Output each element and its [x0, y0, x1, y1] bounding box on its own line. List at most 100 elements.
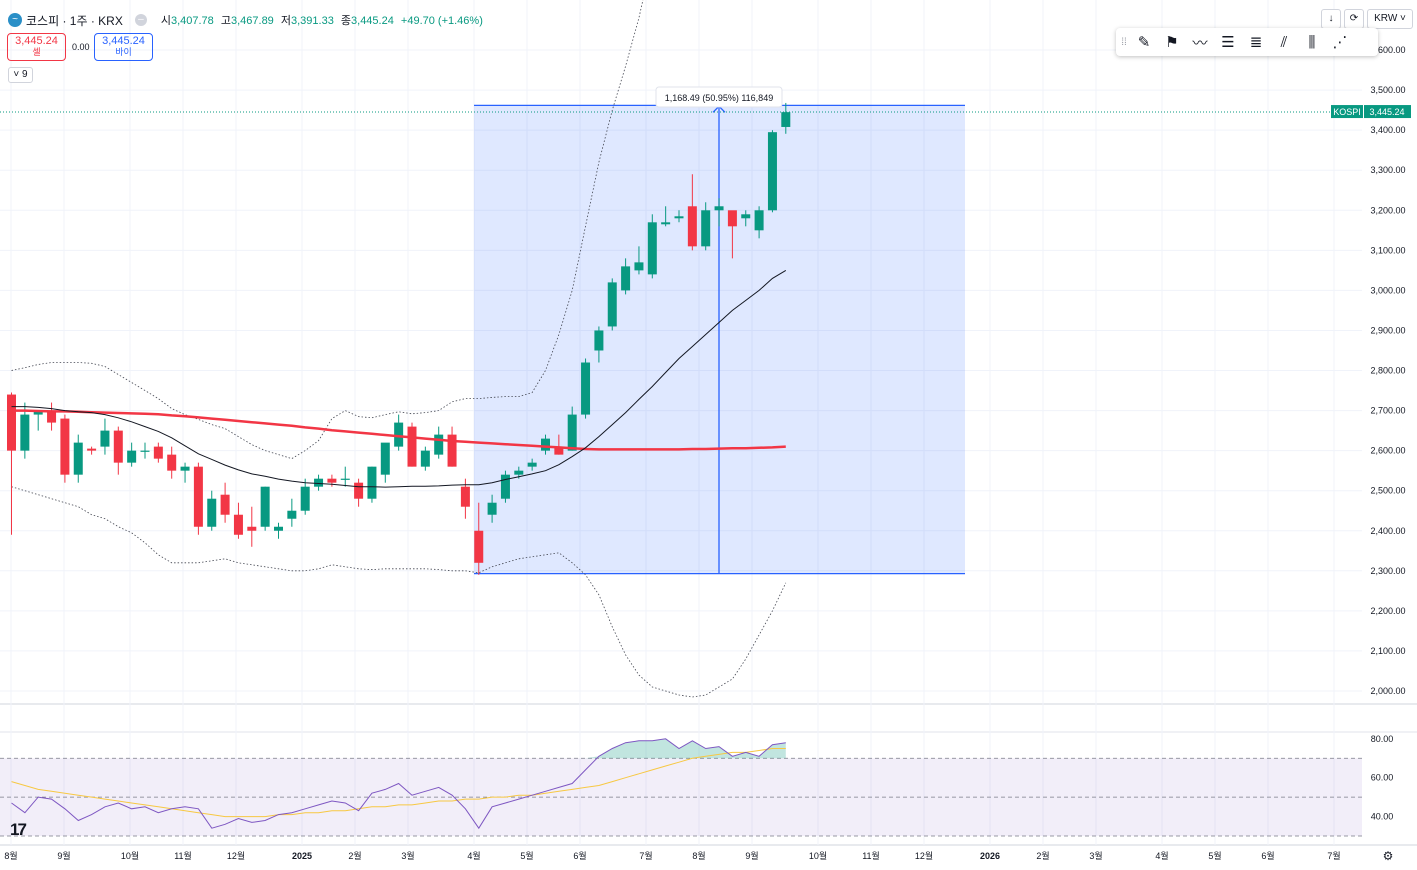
- candle: [367, 466, 377, 503]
- candle-body: [260, 486, 270, 527]
- x-tick-label: 3월: [1089, 850, 1102, 861]
- sell-button[interactable]: 3,445.24 셀: [7, 33, 66, 61]
- minimize-icon[interactable]: –: [134, 14, 147, 26]
- brush-icon[interactable]: ✎: [1137, 34, 1151, 51]
- symbol-title[interactable]: 코스피 · 1주 · KRX: [26, 13, 123, 28]
- indicators-toggle-button[interactable]: ˅ 9: [8, 67, 33, 83]
- candle: [247, 506, 257, 547]
- y-tick-label: 2,600.00: [1370, 446, 1405, 456]
- symbol-header: ~ 코스피 · 1주 · KRX – 시3,407.78 고3,467.89 저…: [8, 11, 487, 29]
- candle-body: [340, 478, 350, 480]
- settings-gear-icon[interactable]: ⚙: [1383, 849, 1394, 863]
- drawing-toolbar: ⁞⁞ ✎ ⚑ 〰 ☰ ≣ ⫽ ⫼ ⋰: [1116, 28, 1378, 56]
- candle: [180, 462, 190, 483]
- candle-body: [767, 132, 777, 211]
- y-tick-label: 3,600.00: [1370, 45, 1405, 55]
- x-tick-label: 11월: [174, 850, 192, 861]
- candle: [33, 410, 43, 431]
- x-tick-label: 8월: [692, 850, 705, 861]
- candle-body: [354, 482, 364, 499]
- measure-label-box: [655, 86, 783, 108]
- candle: [380, 442, 390, 483]
- candle-body: [594, 330, 604, 351]
- candle-body: [314, 478, 324, 487]
- candle-body: [581, 362, 591, 415]
- candle-body: [407, 426, 417, 467]
- pitchfork-icon[interactable]: ⫼: [1308, 33, 1316, 51]
- y-tick-label: 2,400.00: [1370, 526, 1405, 536]
- candle: [741, 210, 751, 227]
- x-tick-label: 12월: [227, 850, 245, 861]
- candle: [754, 206, 764, 239]
- y-tick-label: 2,100.00: [1370, 646, 1405, 656]
- x-tick-label: 2월: [348, 850, 361, 861]
- rsi-tick-label: 80.00: [1371, 734, 1394, 744]
- candle: [127, 442, 137, 467]
- candle: [314, 474, 324, 491]
- candle-body: [500, 474, 510, 499]
- y-tick-label: 2,200.00: [1370, 606, 1405, 616]
- candle: [434, 426, 444, 459]
- candle: [7, 392, 16, 535]
- candle-body: [233, 514, 243, 535]
- candle: [153, 442, 163, 463]
- symbol-logo-icon: ~: [8, 13, 22, 27]
- candle-body: [274, 526, 283, 531]
- candle-body: [220, 494, 230, 515]
- y-tick-label: 2,500.00: [1370, 486, 1405, 496]
- candle-body: [300, 486, 310, 511]
- candle-body: [113, 430, 123, 463]
- candle-body: [661, 222, 671, 225]
- candle-body: [60, 418, 70, 475]
- candle-body: [434, 434, 444, 455]
- candle: [687, 174, 697, 251]
- candle: [233, 502, 243, 539]
- x-tick-label: 9월: [745, 850, 758, 861]
- candle: [207, 490, 217, 531]
- rsi-tick-label: 40.00: [1371, 812, 1394, 822]
- candle-body: [554, 446, 564, 455]
- candle-body: [741, 214, 751, 219]
- measure-label: 1,168.49 (50.95%) 116,849: [655, 86, 783, 108]
- candle-body: [327, 478, 337, 483]
- flag-icon[interactable]: ⚑: [1165, 34, 1179, 51]
- fib-icon[interactable]: ≣: [1249, 34, 1263, 51]
- candle: [701, 202, 711, 251]
- ticker-tag-text: KOSPI: [1333, 107, 1361, 117]
- x-tick-label: 12월: [915, 850, 933, 861]
- candle: [554, 434, 564, 455]
- x-tick-label: 2025: [292, 851, 312, 861]
- candle: [140, 442, 150, 459]
- candle: [647, 214, 657, 279]
- buy-button[interactable]: 3,445.24 바이: [94, 33, 153, 61]
- candle: [674, 210, 684, 223]
- candle-body: [33, 410, 43, 415]
- candle-body: [687, 206, 697, 247]
- x-tick-label: 3월: [401, 850, 414, 861]
- arrow-down-icon[interactable]: ↓: [1321, 9, 1341, 29]
- x-tick-label: 5월: [520, 850, 533, 861]
- candle-body: [607, 282, 617, 327]
- candle-body: [167, 454, 177, 471]
- candle-body: [474, 530, 484, 563]
- ray-icon[interactable]: ⫽: [1280, 33, 1288, 51]
- rsi-ma-line: [11, 748, 786, 818]
- path-icon[interactable]: 〰: [1192, 34, 1208, 52]
- x-tick-label: 5월: [1208, 850, 1221, 861]
- candle-body: [634, 262, 644, 271]
- candle: [287, 498, 297, 527]
- candle: [420, 446, 430, 471]
- candle: [260, 486, 270, 531]
- parallel-lines-icon[interactable]: ☰: [1221, 34, 1235, 51]
- x-tick-label: 7월: [639, 850, 652, 861]
- currency-button[interactable]: KRW ˅: [1367, 9, 1413, 29]
- grip-icon[interactable]: ⁞⁞: [1121, 36, 1127, 48]
- x-tick-label: 9월: [57, 850, 70, 861]
- y-tick-label: 2,000.00: [1370, 686, 1405, 696]
- gann-fan-icon[interactable]: ⋰: [1332, 34, 1348, 51]
- refresh-icon[interactable]: ⟳: [1344, 9, 1364, 29]
- candle: [500, 470, 510, 503]
- candle-body: [87, 448, 97, 451]
- candle: [594, 326, 604, 363]
